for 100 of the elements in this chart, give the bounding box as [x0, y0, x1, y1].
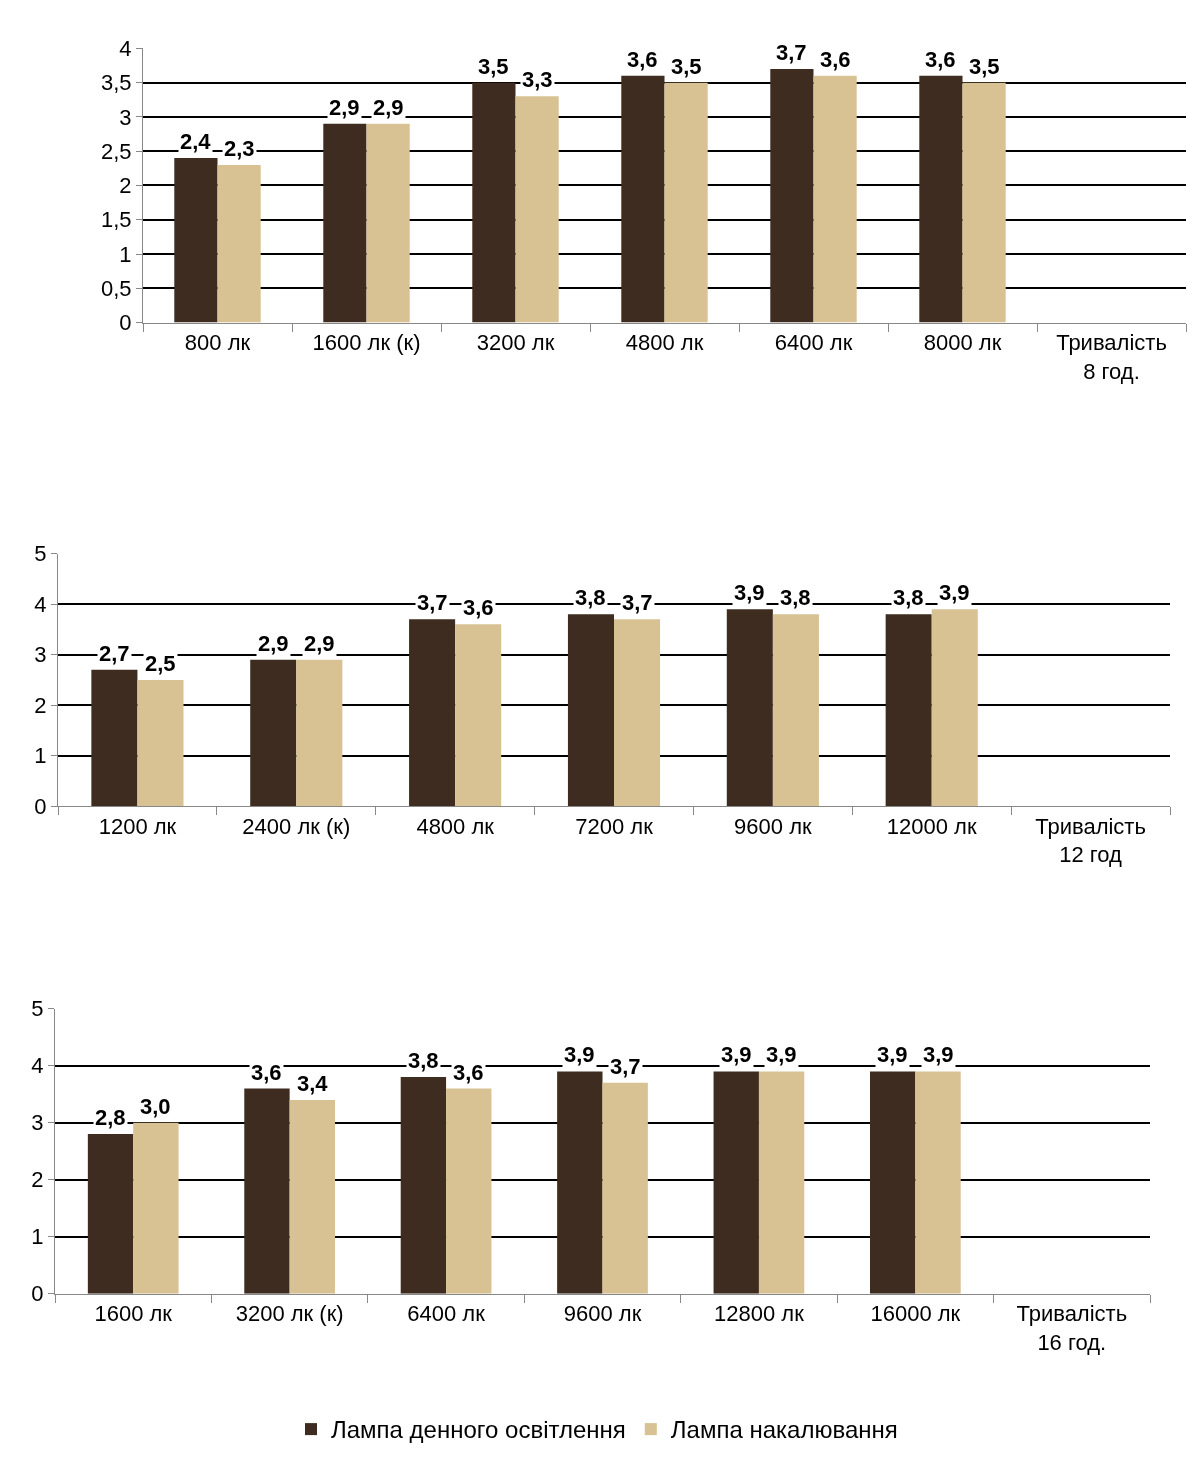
- y-tick-label: 3: [34, 642, 47, 668]
- x-tick-label: Тривалість 16 год.: [1016, 1301, 1128, 1355]
- data-label: 3,5: [671, 54, 702, 79]
- x-tick-label: 1200 лк: [98, 813, 177, 839]
- data-label: 2,3: [224, 136, 255, 161]
- bar: [602, 1082, 648, 1294]
- y-tick-label: 0,5: [101, 276, 132, 302]
- x-tick-label: 4800 лк: [625, 330, 704, 356]
- y-tick-label: 0: [31, 1281, 44, 1307]
- bar: [813, 75, 857, 323]
- y-tick-label: 2: [31, 1167, 44, 1193]
- x-tick-label: 9600 лк: [734, 813, 812, 839]
- x-tick-label: 12800 лк: [714, 1301, 805, 1327]
- x-tick-label: Тривалість 8 год.: [1056, 330, 1167, 384]
- bar: [726, 609, 773, 807]
- data-label: 3,7: [776, 40, 807, 65]
- y-tick-label: 3: [119, 104, 132, 130]
- bar: [409, 619, 456, 807]
- data-label: 3,6: [453, 1060, 484, 1085]
- y-tick-label: 2: [119, 173, 132, 199]
- x-tick-label: 8000 лк: [923, 330, 1002, 356]
- data-label: 3,8: [575, 585, 606, 610]
- x-tick-label: Тривалість 12 год: [1035, 813, 1146, 868]
- data-label: 2,5: [145, 651, 176, 676]
- bar: [472, 82, 516, 323]
- legend-label: Лампа накалювання: [670, 1416, 898, 1444]
- bar: [915, 1071, 961, 1294]
- data-label: 3,5: [969, 54, 1000, 79]
- y-tick-label: 1,5: [101, 207, 132, 233]
- y-tick-label: 5: [34, 541, 47, 567]
- bar: [621, 75, 665, 323]
- data-label: 3,9: [939, 580, 970, 605]
- data-label: 2,8: [95, 1105, 126, 1130]
- y-tick-label: 5: [31, 996, 44, 1022]
- y-tick-label: 3,5: [101, 70, 132, 96]
- data-label: 3,9: [564, 1042, 595, 1067]
- y-tick-label: 0: [119, 310, 132, 336]
- x-tick-label: 2400 лк (к): [242, 813, 351, 839]
- bar: [557, 1071, 603, 1294]
- data-label: 3,9: [877, 1042, 908, 1067]
- bar: [664, 82, 708, 323]
- data-label: 3,7: [622, 590, 653, 615]
- bar: [515, 96, 559, 323]
- x-tick-label: 3200 лк (к): [235, 1301, 344, 1327]
- bar: [772, 614, 819, 807]
- bar: [289, 1099, 336, 1294]
- bar: [400, 1077, 447, 1294]
- bar: [296, 659, 343, 807]
- data-label: 3,7: [610, 1054, 641, 1079]
- bar: [713, 1071, 759, 1294]
- bar: [244, 1088, 290, 1294]
- data-label: 3,9: [734, 580, 765, 605]
- x-tick-label: 800 лк: [184, 330, 251, 356]
- data-label: 3,8: [893, 585, 924, 610]
- data-label: 3,7: [417, 590, 448, 615]
- bar: [931, 609, 978, 807]
- bar: [250, 659, 297, 807]
- data-label: 2,9: [258, 631, 289, 656]
- bar: [217, 164, 261, 323]
- y-tick-label: 1: [34, 743, 47, 769]
- data-label: 3,6: [463, 595, 494, 620]
- x-tick-label: 4800 лк: [416, 813, 495, 839]
- data-label: 2,9: [329, 95, 360, 120]
- bar: [919, 75, 963, 323]
- bar: [962, 82, 1006, 323]
- bar: [87, 1134, 134, 1294]
- data-label: 3,6: [820, 47, 851, 72]
- data-label: 2,9: [304, 631, 335, 656]
- bar: [323, 123, 367, 323]
- bar: [174, 158, 218, 323]
- data-label: 2,4: [180, 129, 212, 154]
- data-label: 2,7: [99, 641, 130, 666]
- x-tick-label: 12000 лк: [886, 813, 977, 839]
- data-label: 3,8: [408, 1048, 439, 1073]
- y-tick-label: 4: [31, 1053, 44, 1079]
- bar: [885, 614, 932, 807]
- bar: [869, 1071, 916, 1294]
- x-tick-label: 1600 лк: [94, 1301, 173, 1327]
- bar: [455, 624, 502, 807]
- bar: [758, 1071, 805, 1294]
- data-label: 3,3: [522, 67, 553, 92]
- x-tick-label: 6400 лк: [407, 1301, 486, 1327]
- data-label: 3,9: [766, 1042, 797, 1067]
- data-label: 3,4: [297, 1071, 329, 1096]
- y-tick-label: 4: [119, 36, 132, 62]
- legend-label: Лампа денного освітлення: [331, 1416, 626, 1444]
- y-tick-label: 1: [31, 1224, 44, 1250]
- data-label: 3,9: [923, 1042, 954, 1067]
- y-tick-label: 3: [31, 1110, 44, 1136]
- y-tick-label: 2,5: [101, 138, 132, 164]
- bar: [137, 679, 184, 807]
- x-tick-label: 16000 лк: [870, 1301, 961, 1327]
- x-tick-label: 7200 лк: [575, 813, 654, 839]
- y-tick-label: 1: [119, 241, 132, 267]
- bar: [567, 614, 614, 807]
- y-tick-label: 2: [34, 692, 47, 718]
- y-tick-label: 4: [34, 591, 47, 617]
- data-label: 3,0: [140, 1094, 171, 1119]
- bar: [133, 1122, 179, 1294]
- data-label: 3,6: [925, 47, 956, 72]
